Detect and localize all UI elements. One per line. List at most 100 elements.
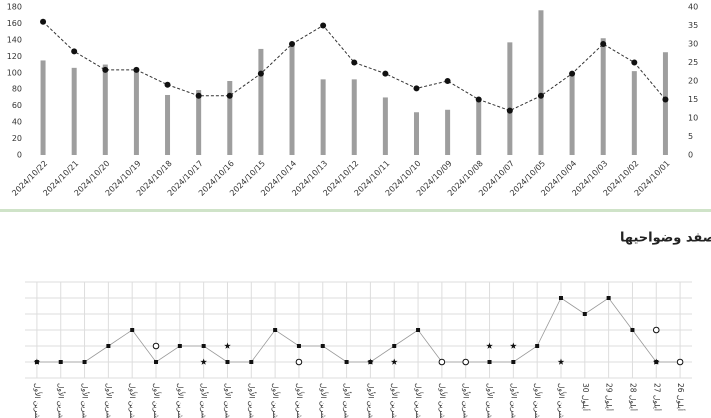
circle-marker	[438, 358, 446, 366]
y-tick-label: 80	[12, 85, 22, 94]
x-tick-label: تشرين الأول	[414, 383, 424, 418]
x-tick-label: تشرين الأول	[462, 383, 472, 418]
y-tick-label: 20	[12, 134, 22, 143]
line-marker	[351, 59, 358, 66]
square-marker	[630, 328, 635, 332]
x-tick-label: 29 أيلول	[605, 383, 615, 411]
star-marker	[367, 358, 374, 365]
chart-title: تصاعد مستمر في استهداف حيفا وصفد وضواحيه…	[620, 231, 711, 246]
line-marker	[195, 92, 202, 99]
bar	[165, 94, 171, 155]
bar	[227, 81, 233, 155]
line-marker	[600, 41, 607, 47]
star-marker	[557, 358, 565, 365]
bar	[196, 90, 202, 155]
square-marker	[82, 360, 87, 364]
square-marker	[225, 360, 230, 364]
bar	[102, 64, 108, 155]
line-marker	[320, 22, 327, 29]
circle-marker	[152, 342, 160, 350]
line-marker	[102, 66, 109, 73]
y2-tick-label: 40	[688, 3, 698, 12]
y2-tick-label: 5	[688, 132, 693, 141]
bar	[569, 75, 575, 155]
star-marker	[390, 358, 398, 365]
bar	[662, 52, 668, 155]
square-marker	[273, 328, 278, 332]
bar	[133, 67, 139, 155]
x-tick-label: تشرين الأول	[557, 383, 567, 418]
y2-tick-label: 20	[688, 77, 698, 86]
bar	[538, 10, 544, 155]
circle-marker	[676, 358, 684, 366]
x-tick-label: تشرين الأول	[486, 383, 496, 418]
line-marker	[569, 70, 576, 77]
square-marker	[106, 344, 111, 348]
square-marker	[392, 344, 397, 348]
bar	[71, 67, 77, 155]
y2-tick-label: 30	[688, 40, 698, 49]
x-tick-label: تشرين الأول	[533, 383, 543, 418]
x-tick-label: تشرين الأول	[176, 383, 186, 418]
x-tick-label: تشرين الأول	[57, 383, 67, 418]
line-marker	[382, 70, 389, 77]
bar	[600, 38, 606, 155]
square-marker	[511, 360, 516, 364]
x-tick-label: تشرين الأول	[366, 383, 376, 418]
y2-tick-label: 35	[688, 21, 698, 30]
square-marker	[130, 328, 135, 332]
line-marker	[506, 107, 513, 114]
x-tick-label: تشرين الأول	[271, 383, 281, 418]
x-tick-label: 28 أيلول	[628, 383, 638, 411]
y-tick-label: 0	[17, 151, 22, 160]
square-marker	[177, 344, 182, 348]
line-marker	[164, 81, 171, 88]
square-marker	[487, 360, 492, 364]
square-marker	[320, 344, 325, 348]
x-tick-label: تشرين الأول	[223, 383, 233, 418]
circle-marker	[295, 358, 303, 366]
line-marker	[257, 70, 264, 77]
bar	[476, 100, 482, 155]
star-marker	[486, 342, 493, 349]
bar	[507, 42, 513, 155]
bar	[413, 112, 419, 155]
x-tick-label: تشرين الأول	[104, 383, 114, 418]
line-marker	[40, 18, 47, 25]
x-tick-label: تشرين الأول	[247, 383, 257, 418]
y-tick-label: 140	[7, 35, 22, 44]
bar	[320, 79, 326, 155]
x-tick-label: تشرين الأول	[438, 383, 448, 418]
x-tick-label: تشرين الأول	[200, 383, 210, 418]
y-tick-label: 100	[7, 68, 22, 77]
x-tick-label: تشرين الأول	[33, 383, 43, 418]
star-marker	[510, 342, 517, 349]
star-marker	[33, 358, 41, 365]
x-tick-label: 26 أيلول	[676, 383, 686, 411]
square-marker	[344, 360, 349, 364]
x-tick-label: تشرين الأول	[390, 383, 400, 418]
bar	[382, 97, 388, 155]
x-tick-label: تشرين الأول	[295, 383, 305, 418]
star-marker	[200, 358, 207, 365]
star-marker	[652, 358, 660, 365]
square-marker	[535, 344, 540, 348]
square-marker	[296, 344, 301, 348]
square-marker	[201, 344, 206, 348]
square-marker	[249, 360, 254, 364]
square-marker	[416, 328, 421, 332]
x-tick-label: تشرين الأول	[128, 383, 138, 418]
line-marker	[537, 92, 544, 99]
x-tick-label: 30 أيلول	[581, 383, 591, 411]
x-tick-label: تشرين الأول	[81, 383, 91, 418]
y-tick-label: 120	[7, 52, 22, 61]
line-marker	[133, 66, 140, 73]
x-tick-label: تشرين الأول	[152, 383, 162, 418]
bar	[445, 109, 451, 155]
square-marker	[558, 296, 563, 300]
line-marker	[444, 78, 451, 84]
series-line	[36, 297, 681, 363]
y2-tick-label: 25	[688, 58, 698, 67]
y-tick-label: 60	[12, 101, 22, 110]
